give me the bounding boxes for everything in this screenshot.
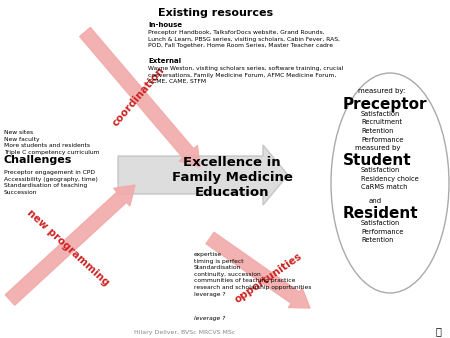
Text: expertise
timing is perfect
Standardisation
continuity, succession
communities o: expertise timing is perfect Standardisat… [194,252,311,297]
Text: Challenges: Challenges [4,155,72,165]
Text: opportunities: opportunities [232,251,304,305]
Text: coordination: coordination [110,65,166,129]
Text: Excellence in
Family Medicine
Education: Excellence in Family Medicine Education [171,156,292,199]
Text: Preceptor Handbook, TalksforDocs website, Grand Rounds,
Lunch & Learn, PBSG seri: Preceptor Handbook, TalksforDocs website… [148,30,340,48]
Text: In-house: In-house [148,22,182,28]
Text: Existing resources: Existing resources [158,8,273,18]
Text: Preceptor: Preceptor [343,97,427,112]
FancyArrow shape [206,232,310,308]
Text: External: External [148,58,181,64]
FancyArrow shape [118,145,288,205]
Text: Resident: Resident [343,206,418,221]
Text: Student: Student [343,153,412,168]
Text: Satisfaction
Residency choice
CaRMS match: Satisfaction Residency choice CaRMS matc… [361,167,419,190]
Text: Wayne Weston, visiting scholars series, software training, crucial
conversations: Wayne Weston, visiting scholars series, … [148,66,343,84]
Text: Satisfaction
Recruitment
Retention
Performance: Satisfaction Recruitment Retention Perfo… [361,111,403,143]
Text: measured by: measured by [355,145,400,151]
Text: measured by:: measured by: [358,88,405,94]
Text: Satisfaction
Performance
Retention: Satisfaction Performance Retention [361,220,403,243]
Text: New sites
New faculty
More students and residents
Triple C competency curriculum: New sites New faculty More students and … [4,130,99,155]
Text: and: and [369,198,382,204]
Text: Preceptor engagement in CPD
Accessibility (geography, time)
Standardisation of t: Preceptor engagement in CPD Accessibilit… [4,170,98,195]
FancyArrow shape [5,185,135,305]
Text: Hilary Deliver, BVSc MRCVS MSc: Hilary Deliver, BVSc MRCVS MSc [135,330,236,335]
Text: 🔊: 🔊 [435,326,441,336]
Text: new programming: new programming [25,208,111,288]
FancyArrow shape [80,27,200,167]
Text: leverage ?: leverage ? [194,316,225,321]
